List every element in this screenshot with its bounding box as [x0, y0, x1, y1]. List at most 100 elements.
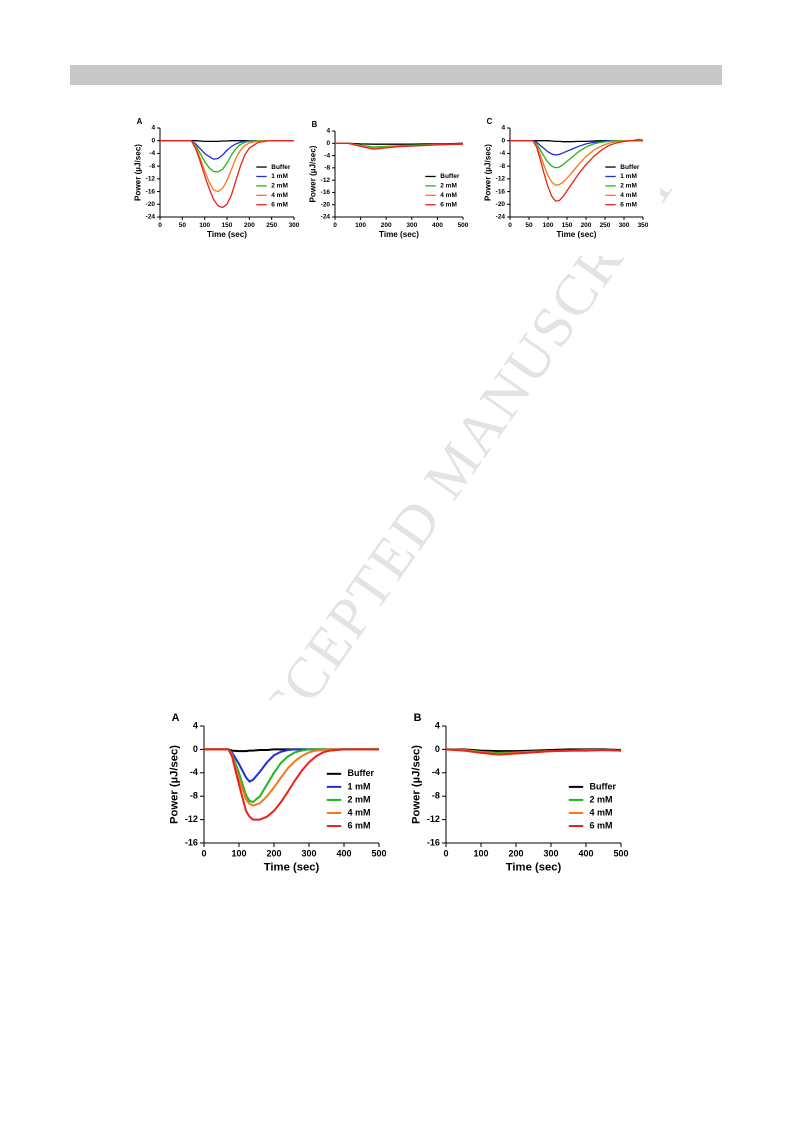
- y-tick-label: -20: [321, 201, 331, 208]
- y-axis-label: Power (µJ/sec): [484, 144, 493, 201]
- y-tick-label: 4: [326, 128, 330, 135]
- x-axis-label: Time (sec): [557, 230, 597, 239]
- y-tick-label: 0: [435, 744, 440, 754]
- figure-background: [128, 104, 660, 256]
- y-tick-label: -12: [185, 814, 198, 824]
- legend-label: 2 mM: [348, 794, 371, 804]
- y-tick-label: -8: [432, 791, 440, 801]
- data-line: [445, 748, 622, 756]
- y-tick-label: -20: [496, 201, 506, 208]
- legend-label: 4 mM: [620, 192, 637, 199]
- legend-label: 1 mM: [348, 781, 371, 791]
- data-line: [335, 142, 464, 150]
- y-tick-label: 0: [501, 137, 505, 144]
- legend-label: 1 mM: [620, 173, 637, 180]
- y-tick-label: -12: [321, 177, 331, 184]
- data-line: [204, 748, 379, 821]
- x-tick-label: 200: [266, 849, 281, 859]
- x-tick-label: 150: [562, 222, 573, 229]
- x-tick-label: 400: [578, 849, 593, 859]
- y-tick-label: 0: [193, 744, 198, 754]
- y-tick-label: -4: [190, 767, 198, 777]
- x-tick-label: 250: [600, 222, 611, 229]
- y-tick-label: 4: [193, 720, 198, 730]
- legend-label: 6 mM: [590, 820, 613, 830]
- x-tick-label: 0: [333, 222, 337, 229]
- legend-label: 2 mM: [620, 183, 637, 190]
- x-tick-label: 100: [231, 849, 246, 859]
- x-tick-label: 200: [508, 849, 523, 859]
- legend-label: 6 mM: [620, 201, 637, 208]
- y-tick-label: 0: [151, 137, 155, 144]
- legend-label: 6 mM: [348, 820, 371, 830]
- header-bar: [70, 65, 722, 85]
- chart: 40-4-8-12-16-20-240 50 100 150 200 250 300Time…: [134, 117, 300, 239]
- legend-label: 4 mM: [590, 807, 613, 817]
- y-tick-label: 0: [326, 140, 330, 147]
- legend-label: 6 mM: [440, 201, 457, 208]
- y-tick-label: 4: [501, 125, 505, 132]
- y-tick-label: -20: [146, 201, 156, 208]
- y-tick-label: -4: [499, 150, 505, 157]
- x-tick-label: 0: [443, 849, 448, 859]
- legend-label: 1 mM: [271, 173, 288, 180]
- legend-label: Buffer: [440, 173, 460, 180]
- legend-label: Buffer: [271, 164, 291, 171]
- y-tick-label: -12: [496, 176, 506, 183]
- x-tick-label: 0: [508, 222, 512, 229]
- x-axis-label: Time (sec): [379, 230, 419, 239]
- x-tick-label: 150: [222, 222, 233, 229]
- x-tick-label: 300: [619, 222, 630, 229]
- y-tick-label: -16: [427, 837, 440, 847]
- x-tick-label: 250: [266, 222, 277, 229]
- y-tick-label: -24: [146, 214, 156, 221]
- y-tick-label: -16: [321, 189, 331, 196]
- x-tick-label: 500: [458, 222, 469, 229]
- x-tick-label: 500: [613, 849, 628, 859]
- data-line: [510, 139, 644, 202]
- legend-label: 2 mM: [590, 794, 613, 804]
- x-tick-label: 300: [301, 849, 316, 859]
- legend-label: 6 mM: [271, 201, 288, 208]
- y-tick-label: 4: [151, 125, 155, 132]
- y-tick-label: -8: [190, 791, 198, 801]
- x-tick-label: 500: [371, 849, 386, 859]
- legend-label: 4 mM: [440, 192, 457, 199]
- x-tick-label: 300: [543, 849, 558, 859]
- legend-label: Buffer: [620, 164, 640, 171]
- y-tick-label: -12: [427, 814, 440, 824]
- legend-label: 2 mM: [440, 183, 457, 190]
- legend-label: 4 mM: [348, 807, 371, 817]
- x-tick-label: 0: [158, 222, 162, 229]
- x-tick-label: 400: [336, 849, 351, 859]
- y-tick-label: -24: [496, 214, 506, 221]
- x-tick-label: 300: [289, 222, 300, 229]
- y-axis-label: Power (µJ/sec): [410, 745, 422, 824]
- y-tick-label: -16: [496, 188, 506, 195]
- x-tick-label: 100: [355, 222, 366, 229]
- panel-label: B: [312, 120, 318, 129]
- panel-label: A: [137, 117, 143, 126]
- x-axis-label: Time (sec): [506, 862, 562, 874]
- y-tick-label: -12: [146, 176, 156, 183]
- y-tick-label: -8: [149, 163, 155, 170]
- legend-label: Buffer: [590, 781, 617, 791]
- x-tick-label: 50: [525, 222, 533, 229]
- y-axis-label: Power (µJ/sec): [309, 145, 318, 202]
- y-tick-label: 4: [435, 720, 440, 730]
- y-axis-label: Power (µJ/sec): [168, 745, 180, 824]
- data-line: [160, 140, 294, 209]
- x-tick-label: 100: [543, 222, 554, 229]
- x-tick-label: 100: [473, 849, 488, 859]
- panel-label: B: [414, 712, 422, 724]
- legend-label: Buffer: [348, 768, 375, 778]
- x-tick-label: 350: [638, 222, 649, 229]
- y-tick-label: -8: [499, 163, 505, 170]
- x-tick-label: 300: [406, 222, 417, 229]
- x-tick-label: 50: [179, 222, 187, 229]
- y-tick-label: -16: [146, 188, 156, 195]
